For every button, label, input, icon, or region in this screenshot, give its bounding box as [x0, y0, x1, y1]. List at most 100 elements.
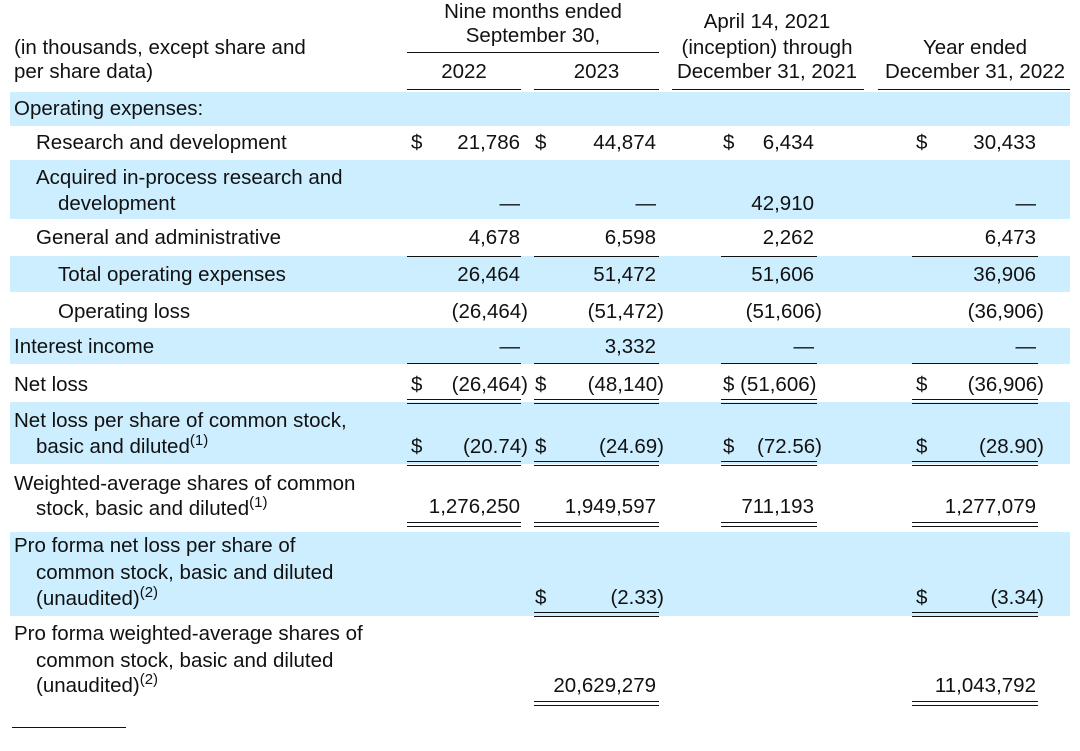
- header-col-2022: 2022: [441, 60, 487, 83]
- interest-rule-2023: [534, 363, 659, 364]
- net-loss-double-rule-inception: [721, 399, 817, 404]
- header-inception-line2: (inception) through: [681, 36, 853, 59]
- total-opex-value-2023: 51,472: [593, 263, 656, 286]
- total-opex-value-2022: 26,464: [457, 263, 520, 286]
- pf-was-double-rule-2023: [534, 701, 659, 706]
- rd-value-2023: 44,874: [593, 131, 656, 154]
- net-loss-dollar-2022: $: [411, 373, 423, 396]
- row-label-pf-nlps-line3: (unaudited)(2): [36, 584, 159, 613]
- row-label-ga: General and administrative: [36, 226, 281, 249]
- rd-value-inception: 6,434: [762, 131, 814, 154]
- net-loss-double-rule-2023: [534, 399, 659, 404]
- rd-dollar-inception: $: [723, 131, 735, 154]
- was-value-2023: 1,949,597: [564, 495, 656, 518]
- nlps-dollar-2022: $: [411, 435, 423, 458]
- pf-nlps-footnote-ref: (2): [139, 584, 159, 601]
- ga-rule-year: [912, 256, 1038, 257]
- interest-value-year: —: [1015, 335, 1037, 358]
- pf-was-footnote-ref: (2): [139, 671, 159, 688]
- header-stub-line2: per share data): [14, 60, 154, 83]
- ga-value-inception: 2,262: [762, 226, 814, 249]
- ga-rule-2023: [534, 256, 659, 257]
- header-stub-line1: (in thousands, except share and: [14, 36, 306, 59]
- rd-dollar-2023: $: [535, 131, 547, 154]
- header-inception-line3: December 31, 2021: [676, 60, 858, 83]
- nlps-value-2022: (20.74): [463, 435, 528, 458]
- net-loss-value-inception: $ (51,606): [723, 373, 817, 396]
- interest-value-inception: —: [793, 335, 815, 358]
- was-value-year: 1,277,079: [944, 495, 1036, 518]
- row-label-opex-header: Operating expenses:: [14, 97, 204, 120]
- nlps-dollar-year: $: [916, 435, 928, 458]
- header-nine-months-line1: Nine months ended: [444, 0, 622, 23]
- ga-value-2023: 6,598: [604, 226, 656, 249]
- was-value-2022: 1,276,250: [428, 495, 520, 518]
- row-label-iprd-line1: Acquired in-process research and: [36, 166, 343, 189]
- header-nine-months-line2: September 30,: [465, 24, 601, 47]
- nlps-double-rule-2022: [407, 461, 521, 466]
- pf-was-label-text: (unaudited): [36, 674, 140, 697]
- pf-was-value-year: 11,043,792: [934, 674, 1036, 697]
- nlps-double-rule-inception: [721, 461, 817, 466]
- ga-rule-2022: [407, 256, 521, 257]
- net-loss-value-2022: (26,464): [451, 373, 528, 396]
- rd-dollar-year: $: [916, 131, 928, 154]
- ga-value-2022: 4,678: [468, 226, 520, 249]
- net-loss-value-2023: (48,140): [587, 373, 664, 396]
- row-band-nlps: [10, 402, 1070, 464]
- net-loss-double-rule-2022: [407, 399, 521, 404]
- header-inception-rule: [672, 89, 864, 90]
- header-year-rule: [878, 89, 1070, 90]
- row-label-pf-was-line1: Pro forma weighted-average shares of: [14, 622, 363, 645]
- interest-value-2022: —: [499, 335, 521, 358]
- row-band-total-opex: [10, 256, 1070, 292]
- pf-was-value-2023: 20,629,279: [553, 674, 656, 697]
- nlps-dollar-2023: $: [535, 435, 547, 458]
- row-band-interest: [10, 328, 1070, 364]
- nlps-value-2023: (24.69): [599, 435, 664, 458]
- row-label-nlps-line2: basic and diluted(1): [36, 432, 208, 461]
- iprd-value-2023: —: [635, 192, 657, 215]
- pf-nlps-value-2023: (2.33): [610, 586, 664, 609]
- op-loss-value-year: (36,906): [967, 300, 1044, 323]
- interest-rule-inception: [721, 363, 817, 364]
- pf-nlps-double-rule-2023: [534, 612, 659, 617]
- pf-nlps-label-text: (unaudited): [36, 587, 140, 610]
- header-2022-rule: [407, 89, 521, 90]
- row-label-pf-was-line2: common stock, basic and diluted: [36, 649, 334, 672]
- row-label-pf-nlps-line2: common stock, basic and diluted: [36, 561, 334, 584]
- interest-rule-year: [912, 363, 1038, 364]
- was-label-text: stock, basic and diluted: [36, 497, 250, 520]
- net-loss-dollar-2023: $: [535, 373, 547, 396]
- net-loss-dollar-year: $: [916, 373, 928, 396]
- nlps-label-text: basic and diluted: [36, 435, 190, 458]
- header-nine-months-rule: [407, 52, 659, 53]
- total-opex-value-year: 36,906: [973, 263, 1036, 286]
- row-label-pf-nlps-line1: Pro forma net loss per share of: [14, 534, 296, 557]
- row-label-rd: Research and development: [36, 131, 287, 154]
- interest-value-2023: 3,332: [604, 335, 656, 358]
- row-band-opex-header: [10, 92, 1070, 126]
- row-label-was-line1: Weighted-average shares of common: [14, 472, 356, 495]
- rd-value-year: 30,433: [973, 131, 1036, 154]
- was-double-rule-2023: [534, 522, 659, 527]
- pf-nlps-double-rule-year: [912, 612, 1038, 617]
- header-2023-rule: [534, 89, 659, 90]
- nlps-double-rule-2023: [534, 461, 659, 466]
- header-col-2023: 2023: [573, 60, 620, 83]
- row-label-total-opex: Total operating expenses: [58, 263, 286, 286]
- was-value-inception: 711,193: [741, 495, 814, 518]
- row-label-net-loss: Net loss: [14, 373, 89, 396]
- total-opex-value-inception: 51,606: [751, 263, 814, 286]
- pf-was-double-rule-year: [912, 701, 1038, 706]
- nlps-dollar-inception: $: [723, 435, 735, 458]
- row-band-pf-nlps: [10, 532, 1070, 616]
- iprd-value-year: —: [1015, 192, 1037, 215]
- was-double-rule-year: [912, 522, 1038, 527]
- op-loss-value-2023: (51,472): [587, 300, 664, 323]
- nlps-value-year: (28.90): [979, 435, 1044, 458]
- op-loss-value-inception: (51,606): [745, 300, 822, 323]
- row-label-pf-was-line3: (unaudited)(2): [36, 671, 159, 700]
- op-loss-value-2022: (26,464): [451, 300, 528, 323]
- interest-rule-2022: [407, 363, 521, 364]
